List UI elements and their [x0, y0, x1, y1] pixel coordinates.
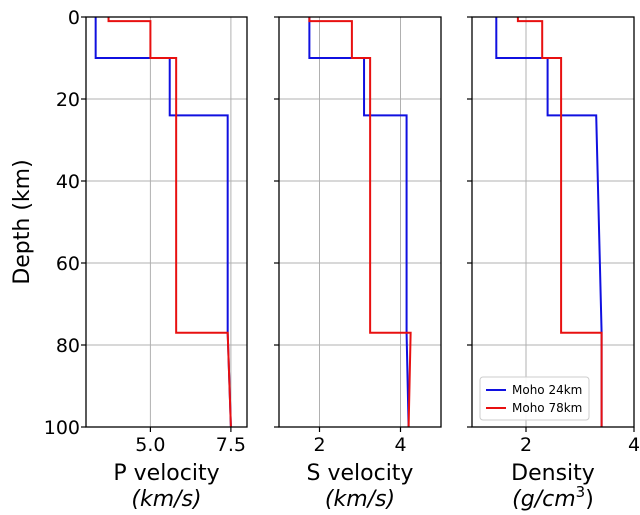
y-tick-label-4: 80 — [56, 335, 80, 357]
x-tick-label-1-0: 2 — [313, 434, 325, 456]
y-tick-label-1: 20 — [56, 89, 80, 111]
legend-box — [479, 376, 590, 421]
series-line-0-1 — [107, 17, 232, 428]
x-tick-label-0-1: 7.5 — [216, 434, 246, 456]
x-axis-label-line1-0: P velocity — [113, 461, 219, 486]
panel-frame-1 — [278, 16, 442, 428]
x-axis-label-line2-0: (km/s) — [131, 487, 201, 512]
panel-frame-0 — [85, 16, 248, 428]
series-line-1-1 — [308, 17, 412, 428]
x-axis-label-line2-1: (km/s) — [325, 487, 395, 512]
x-axis-label-line1-2: Density — [511, 461, 595, 486]
legend-label-0: Moho 24km — [512, 383, 582, 397]
x-tick-label-0-0: 5.0 — [135, 434, 165, 456]
y-tick-label-2: 40 — [56, 171, 80, 193]
panel-frame-2 — [471, 16, 635, 428]
y-axis-label: Depth (km) — [10, 159, 35, 284]
x-tick-label-2-0: 2 — [520, 434, 532, 456]
series-line-2-0 — [495, 17, 603, 427]
y-tick-label-0: 0 — [68, 7, 80, 29]
y-tick-label-5: 100 — [44, 417, 80, 439]
legend-label-1: Moho 78km — [512, 401, 582, 415]
y-tick-label-3: 60 — [56, 253, 80, 275]
x-tick-label-1-1: 4 — [394, 434, 406, 456]
series-line-2-1 — [516, 17, 603, 427]
series-line-0-0 — [94, 17, 232, 428]
x-tick-label-2-1: 4 — [628, 434, 640, 456]
x-axis-label-line1-1: S velocity — [307, 461, 414, 486]
series-line-1-0 — [308, 17, 410, 428]
x-axis-label-line2-2: (g/cm3) — [512, 483, 594, 512]
